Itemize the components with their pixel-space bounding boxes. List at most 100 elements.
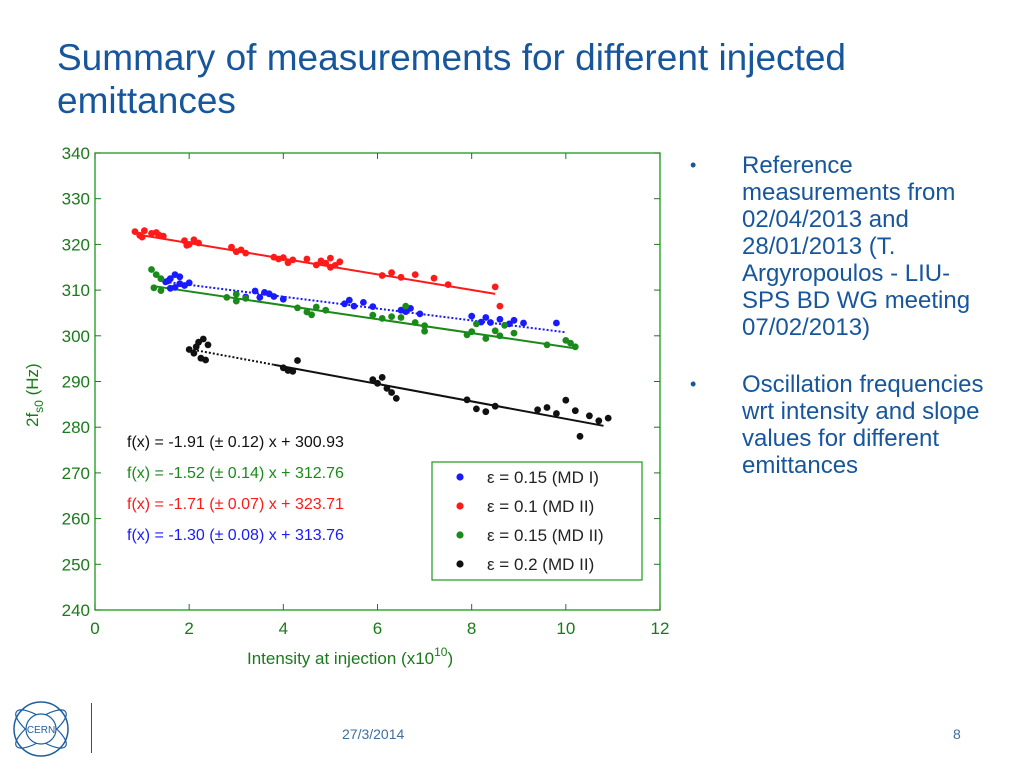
fit-line [273, 363, 604, 427]
data-point [491, 402, 499, 410]
data-point [397, 273, 405, 281]
data-point [228, 243, 235, 251]
y-axis-label: 2fs0 (Hz) [23, 363, 46, 427]
fit-equation-label: f(x) = -1.91 (± 0.12) x + 300.93 [127, 434, 344, 451]
data-point [543, 341, 551, 349]
legend: ε = 0.15 (MD I) ε = 0.1 (MD II) ε = 0.15 (… [431, 461, 643, 581]
data-point [322, 259, 330, 267]
x-tick-label: 10 [556, 619, 575, 638]
cern-logo-text: CERN [27, 725, 55, 736]
legend-label: ε = 0.15 (MD II) [487, 526, 604, 545]
data-point [131, 228, 139, 235]
x-axis-label-main: Intensity at injection (x10 [247, 649, 434, 668]
x-axis-label-exponent: 10 [434, 645, 448, 659]
data-point [491, 327, 499, 335]
y-tick-label: 270 [62, 464, 90, 483]
data-point [378, 374, 386, 381]
data-point [383, 385, 391, 392]
data-point [430, 274, 438, 282]
x-tick-label: 4 [279, 619, 288, 638]
data-point [341, 300, 348, 308]
data-point [402, 308, 410, 315]
y-tick-label: 260 [62, 510, 90, 529]
y-axis-label-sub: s0 [32, 400, 46, 413]
data-point [308, 311, 315, 319]
bullet-item: • Oscillation frequencies wrt intensity a… [690, 371, 984, 479]
y-tick-label: 300 [62, 327, 90, 346]
data-point [482, 335, 490, 342]
data-point [392, 395, 400, 402]
data-point [553, 319, 560, 327]
data-point [487, 319, 494, 326]
data-point [350, 302, 358, 310]
data-point [195, 239, 203, 247]
data-point [468, 328, 476, 336]
fit-line [165, 280, 566, 334]
data-point [164, 277, 172, 285]
data-point [336, 258, 344, 266]
y-tick-label: 330 [62, 190, 90, 209]
scatter-chart: 0 2 4 6 8 10 12 240 250 260 270 280 290 300 310 320 330 3… [23, 144, 670, 668]
data-point [185, 346, 193, 353]
data-point [595, 417, 603, 425]
data-point [496, 315, 504, 323]
data-point [303, 255, 311, 263]
data-point [152, 229, 160, 236]
data-point [251, 287, 259, 295]
x-tick-label: 6 [373, 619, 382, 638]
data-point [360, 299, 367, 306]
bullet-text: Reference measurements from 02/04/2013 a… [742, 152, 971, 341]
data-point [543, 404, 551, 411]
data-point [223, 294, 231, 301]
y-tick-label: 340 [62, 144, 90, 163]
fit-lines [137, 233, 604, 427]
y-tick-label: 240 [62, 601, 90, 620]
data-point [141, 227, 148, 235]
data-point [157, 287, 165, 294]
data-point [388, 269, 395, 277]
data-point [369, 376, 377, 384]
bullet-list: • Reference measurements from 02/04/2013 … [690, 152, 990, 509]
data-point [482, 314, 490, 321]
x-tick-label: 8 [467, 619, 476, 638]
data-point [289, 256, 297, 264]
data-point [468, 312, 476, 320]
legend-label: ε = 0.2 (MD II) [487, 555, 594, 574]
fit-equation-label: f(x) = -1.52 (± 0.14) x + 312.76 [127, 465, 344, 482]
data-point [242, 294, 250, 302]
data-point [232, 290, 240, 298]
data-point [369, 303, 377, 310]
data-point [159, 232, 167, 240]
data-point [265, 290, 273, 298]
legend-box [431, 461, 643, 581]
data-point [411, 271, 419, 278]
footer-divider [91, 703, 92, 753]
data-point [185, 279, 193, 287]
legend-label: ε = 0.1 (MD II) [487, 497, 594, 516]
data-point [571, 407, 579, 415]
data-point [294, 357, 301, 364]
data-point [322, 306, 330, 314]
data-point [562, 396, 570, 404]
data-point [166, 284, 174, 292]
data-point [256, 294, 264, 301]
fit-equation-label: f(x) = -1.30 (± 0.08) x + 313.76 [127, 527, 344, 544]
legend-label: ε = 0.15 (MD I) [487, 468, 599, 487]
x-tick-label: 2 [184, 619, 193, 638]
fit-equation-label: f(x) = -1.71 (± 0.07) x + 323.71 [127, 496, 344, 513]
data-point [171, 271, 179, 278]
slide-title: Summary of measurements for different in… [57, 37, 846, 121]
data-point [496, 332, 504, 340]
data-point [345, 296, 353, 304]
y-tick-label: 310 [62, 281, 90, 300]
data-point [152, 271, 160, 278]
data-point [202, 356, 210, 364]
x-tick-label: 12 [651, 619, 670, 638]
data-point [576, 432, 584, 440]
data-point [397, 314, 405, 321]
data-point [510, 316, 518, 324]
data-point [148, 266, 155, 273]
fit-labels: f(x) = -1.91 (± 0.12) x + 300.93 f(x) = -… [127, 434, 344, 544]
data-point [411, 319, 419, 326]
axis-ticks: 0 2 4 6 8 10 12 240 250 260 270 280 290 300 310 320 330 3… [62, 144, 670, 638]
